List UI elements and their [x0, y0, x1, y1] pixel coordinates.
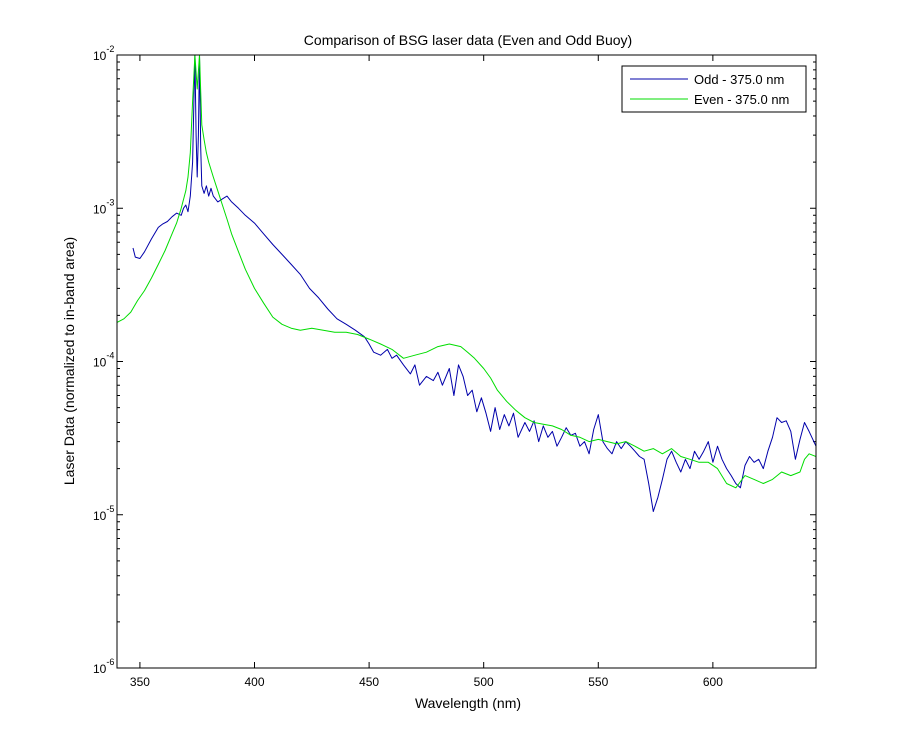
y-tick-base: 10 — [93, 49, 107, 63]
x-tick-label: 400 — [244, 675, 264, 689]
y-tick-label: 10-5 — [93, 504, 114, 523]
y-tick-exponent: -3 — [106, 197, 114, 207]
x-axis-label: Wavelength (nm) — [415, 695, 521, 711]
y-tick-exponent: -4 — [106, 351, 114, 361]
x-tick-label: 600 — [703, 675, 723, 689]
axes-box — [116, 54, 817, 669]
series-layer — [117, 55, 816, 512]
y-tick-base: 10 — [93, 509, 107, 523]
y-tick-exponent: -2 — [106, 44, 114, 54]
y-tick-label: 10-4 — [93, 351, 114, 370]
series-line-even — [117, 55, 816, 489]
legend-label: Even - 375.0 nm — [694, 92, 789, 107]
y-tick-base: 10 — [93, 356, 107, 370]
y-tick-label: 10-6 — [93, 657, 114, 676]
y-tick-label: 10-2 — [93, 44, 114, 63]
y-tick-exponent: -5 — [106, 504, 114, 514]
legend-label: Odd - 375.0 nm — [694, 72, 784, 87]
y-tick-label: 10-3 — [93, 197, 114, 216]
series-line-odd — [132, 55, 816, 512]
x-tick-label: 450 — [359, 675, 379, 689]
y-tick-base: 10 — [93, 202, 107, 216]
x-tick-label: 550 — [588, 675, 608, 689]
x-tick-label: 500 — [474, 675, 494, 689]
x-tick-label: 350 — [130, 675, 150, 689]
y-axis-label: Laser Data (normalized to in-band area) — [61, 237, 77, 485]
chart-title: Comparison of BSG laser data (Even and O… — [304, 32, 632, 48]
legend-box — [621, 65, 807, 113]
y-tick-base: 10 — [93, 662, 107, 676]
legend: Odd - 375.0 nm Even - 375.0 nm — [621, 65, 807, 113]
y-tick-exponent: -6 — [106, 657, 114, 667]
